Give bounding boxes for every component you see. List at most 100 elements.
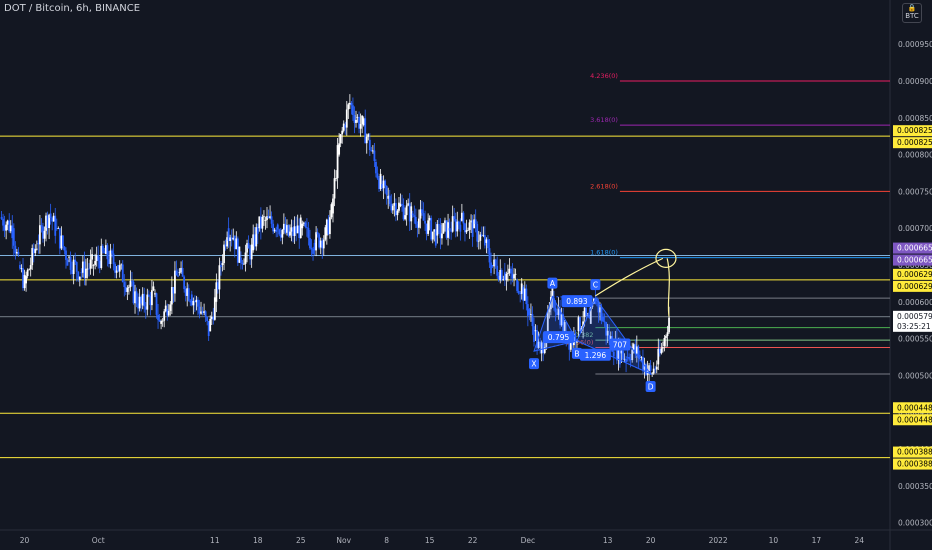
candle-body xyxy=(238,246,241,263)
candle-body xyxy=(364,118,367,144)
projection-curve xyxy=(666,258,670,317)
candle-body xyxy=(106,245,109,260)
candle-body xyxy=(138,296,141,309)
candle-body xyxy=(233,235,236,250)
candle-body xyxy=(454,219,457,232)
candle-body xyxy=(302,222,305,224)
pattern-ratio-label: 1.296 xyxy=(585,351,607,360)
symbol-title[interactable]: DOT / Bitcoin, 6h, BINANCE xyxy=(4,3,141,14)
candle-body xyxy=(152,286,155,291)
candle-body xyxy=(425,223,428,234)
candle-body xyxy=(579,317,581,331)
candle-body xyxy=(286,225,288,233)
candle-body xyxy=(388,195,391,204)
candle-body xyxy=(273,229,276,232)
candle-body xyxy=(330,204,333,218)
candle-body xyxy=(523,288,526,301)
candle-body xyxy=(129,280,132,288)
fib-level-label: 2.618(0) xyxy=(590,182,618,190)
candle-body xyxy=(163,311,166,321)
candle-body xyxy=(549,297,552,310)
x-tick-label: 11 xyxy=(210,536,220,545)
candle-body xyxy=(439,224,442,239)
candle-body xyxy=(166,309,169,316)
candle-body xyxy=(204,311,207,318)
x-tick-label: 15 xyxy=(425,536,435,545)
candle-body xyxy=(181,267,184,277)
candle-body xyxy=(57,228,60,230)
candle-body xyxy=(178,272,181,274)
x-tick-label: 10 xyxy=(769,536,779,545)
candle-body xyxy=(17,252,20,255)
candle-body xyxy=(348,102,351,105)
candle-body xyxy=(476,224,479,242)
currency-badge[interactable]: 🔒 BTC xyxy=(902,3,922,23)
candle-body xyxy=(11,225,14,239)
candle-body xyxy=(356,116,359,118)
candle-body xyxy=(450,230,453,232)
candle-body xyxy=(519,293,522,295)
candle-body xyxy=(329,217,331,235)
x-tick-label: 22 xyxy=(468,536,478,545)
candle-body xyxy=(298,225,301,239)
candle-body xyxy=(193,300,196,303)
candle-body xyxy=(367,134,370,137)
candle-body xyxy=(109,250,112,264)
candle-body xyxy=(175,270,178,276)
pattern-point-label: D xyxy=(648,382,654,391)
candle-body xyxy=(155,293,158,315)
candle-body xyxy=(605,322,608,336)
candle-body xyxy=(494,259,497,266)
pattern-point-label: B xyxy=(574,349,579,358)
candle-body xyxy=(218,265,221,290)
candle-body xyxy=(666,332,669,337)
candle-body xyxy=(597,300,600,313)
candle-body xyxy=(585,307,588,316)
candle-body xyxy=(402,205,405,220)
candle-body xyxy=(282,223,285,230)
candle-body xyxy=(342,123,345,131)
candle-body xyxy=(190,294,193,306)
candle-body xyxy=(77,271,80,280)
candle-body xyxy=(23,274,26,289)
candle-body xyxy=(240,257,242,263)
candle-body xyxy=(640,357,643,358)
candle-body xyxy=(520,283,523,294)
candle-body xyxy=(289,231,291,236)
candle-body xyxy=(124,287,127,292)
pattern-point-label: C xyxy=(593,281,598,290)
candle-body xyxy=(278,229,281,235)
candle-body xyxy=(275,229,278,232)
candle-body xyxy=(58,228,61,249)
candle-body xyxy=(497,275,500,281)
candle-body xyxy=(441,233,443,239)
candle-body xyxy=(424,220,426,224)
candle-body xyxy=(81,261,84,273)
candle-body xyxy=(471,220,474,237)
candle-body xyxy=(623,358,626,360)
candle-body xyxy=(546,312,549,332)
candle-body xyxy=(325,219,328,236)
candle-body xyxy=(318,234,321,248)
candle-body xyxy=(296,225,299,234)
candle-body xyxy=(336,145,339,179)
candle-body xyxy=(530,314,532,316)
candle-body xyxy=(528,309,531,316)
candle-body xyxy=(378,178,380,189)
candle-body xyxy=(451,216,454,232)
candle-body xyxy=(197,299,199,307)
candle-body xyxy=(307,227,310,239)
price-label: 0.0006655 xyxy=(897,256,932,265)
candle-body xyxy=(655,366,658,370)
candle-body xyxy=(92,264,95,266)
candle-body xyxy=(35,248,38,250)
candle-body xyxy=(101,245,104,252)
candle-body xyxy=(510,268,512,274)
candle-body xyxy=(95,255,98,262)
candle-body xyxy=(437,224,440,225)
candle-body xyxy=(132,281,135,304)
pattern-ratio-label: 0.893 xyxy=(566,297,588,306)
